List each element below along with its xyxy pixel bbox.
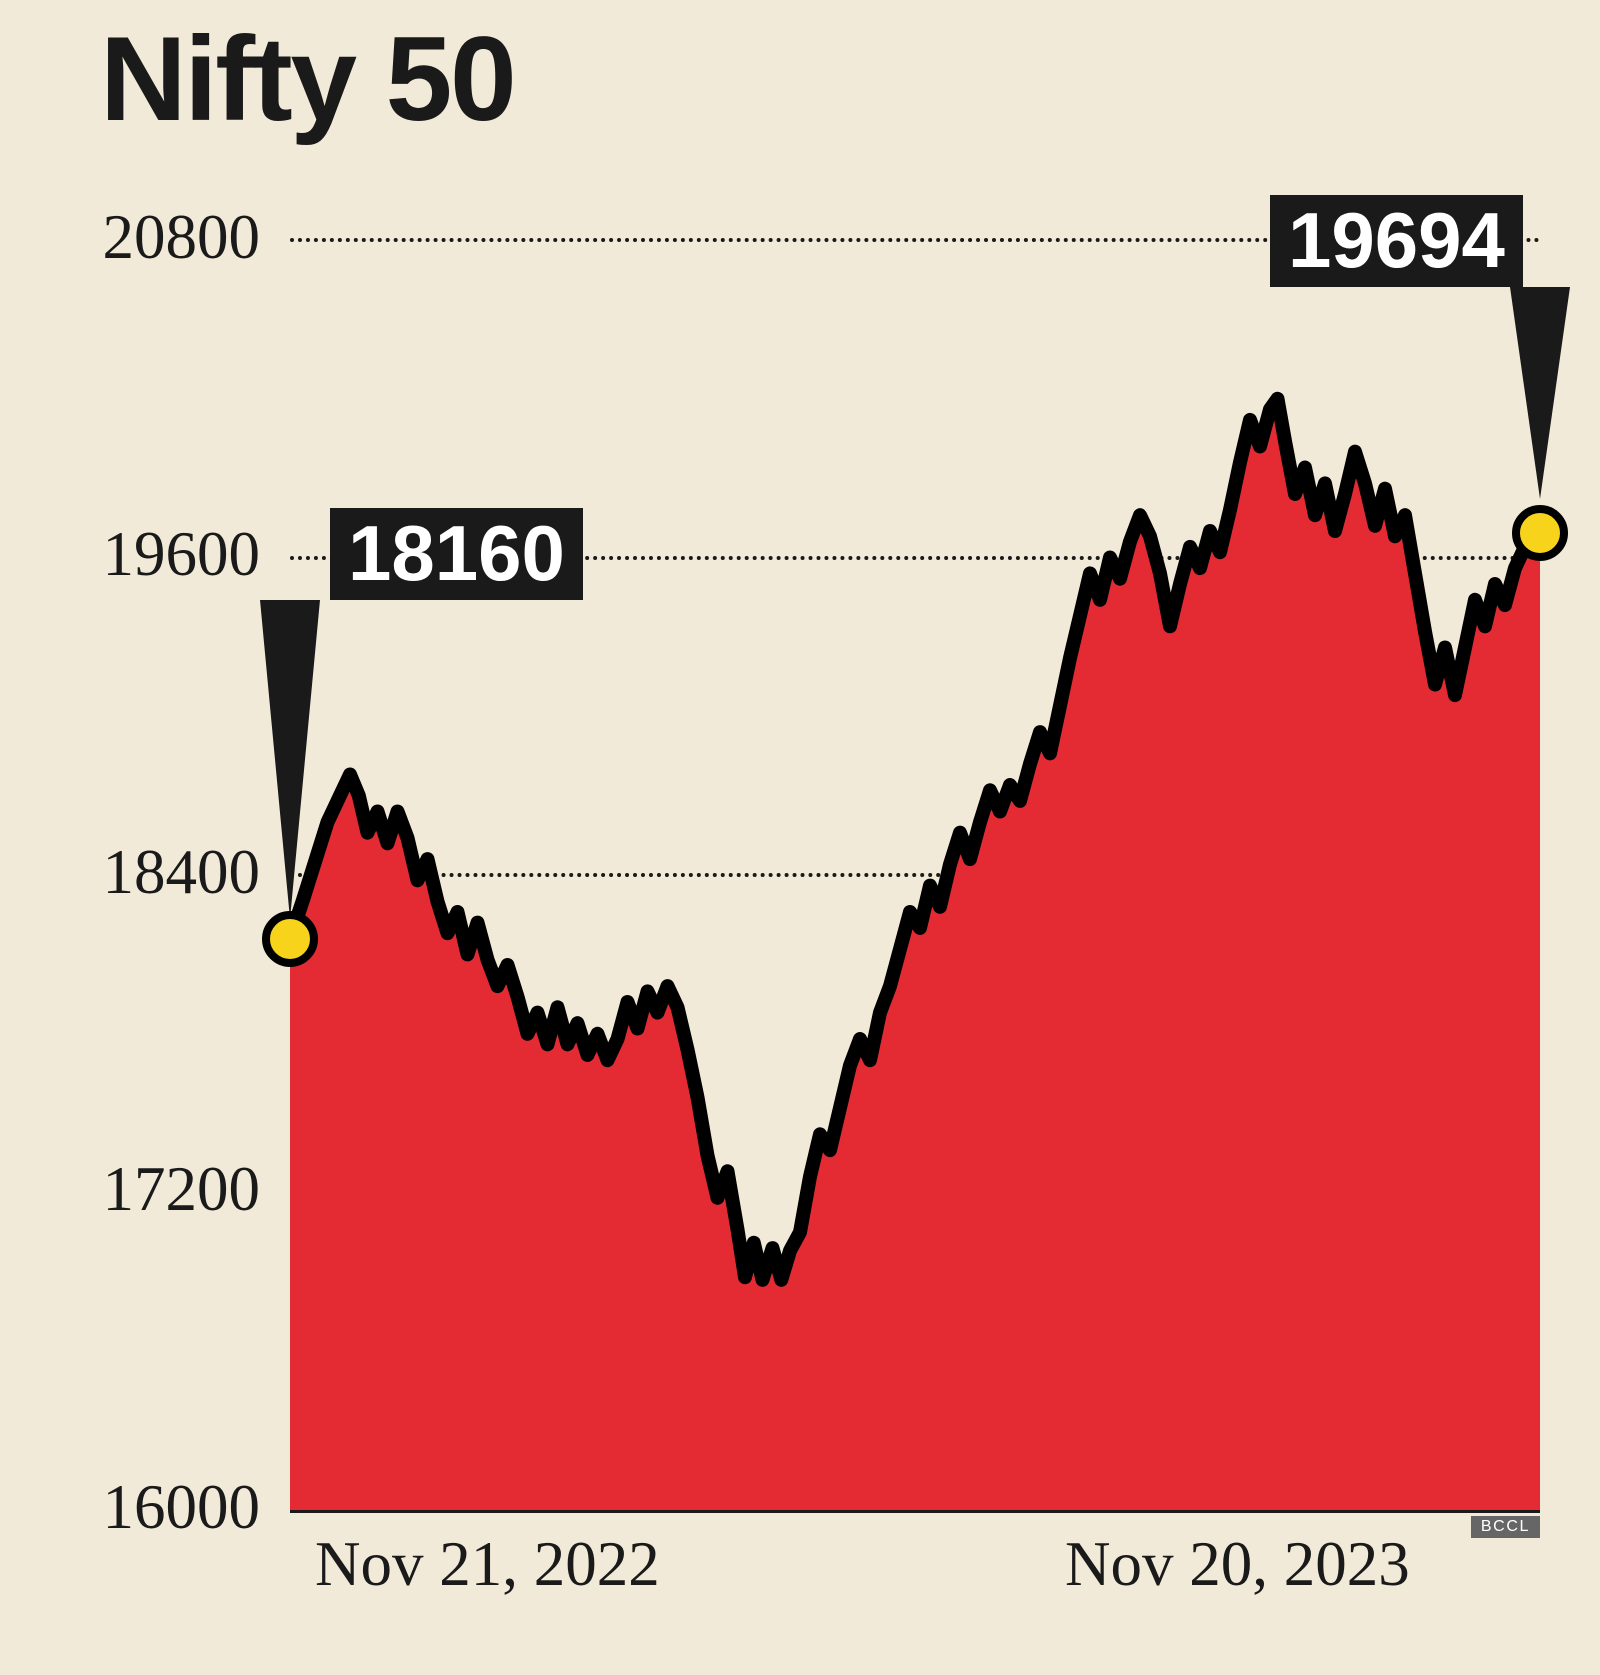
callout-pointer	[260, 600, 320, 919]
x-axis-label: Nov 20, 2023	[1065, 1528, 1410, 1601]
y-axis-label: 19600	[0, 518, 260, 591]
y-axis-label: 18400	[0, 836, 260, 909]
plot-svg	[290, 240, 1540, 1510]
chart-canvas: Nifty 50 16000 17200 18400 19600 20800 Nov 21,…	[0, 0, 1600, 1675]
y-axis-label: 17200	[0, 1153, 260, 1226]
attribution-label: BCCL	[1471, 1516, 1540, 1538]
callout-box: 18160	[330, 508, 583, 600]
y-axis-label: 20800	[0, 201, 260, 274]
x-axis-label: Nov 21, 2022	[315, 1528, 660, 1601]
data-marker	[1512, 505, 1568, 561]
chart-title: Nifty 50	[100, 10, 514, 148]
callout-box: 19694	[1270, 195, 1523, 287]
callout-pointer	[1510, 287, 1570, 499]
data-marker	[262, 911, 318, 967]
y-axis-label: 16000	[0, 1471, 260, 1544]
